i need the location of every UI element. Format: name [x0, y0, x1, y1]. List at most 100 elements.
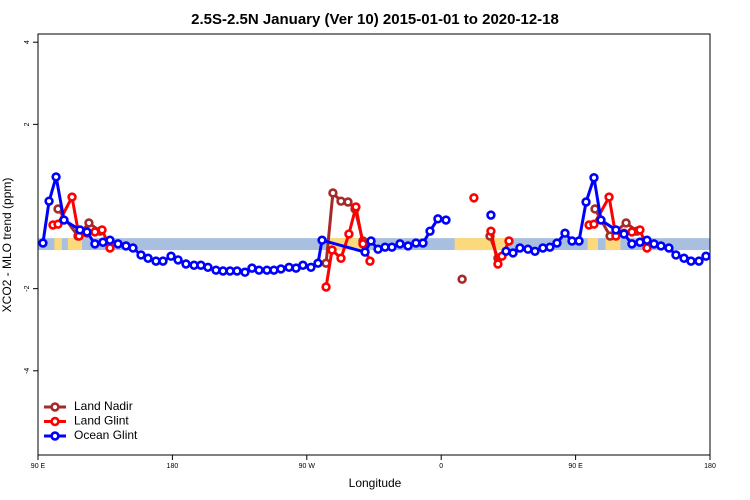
point: [211, 265, 221, 275]
point: [627, 239, 637, 249]
point: [136, 250, 146, 260]
point: [604, 192, 614, 202]
point: [313, 258, 323, 268]
point: [441, 215, 451, 225]
point: [203, 262, 213, 272]
point: [589, 173, 599, 183]
point: [276, 264, 286, 274]
land-span: [67, 238, 83, 251]
point: [105, 243, 115, 253]
plot-frame: [37, 33, 711, 456]
point: [240, 267, 250, 277]
point: [306, 262, 316, 272]
point: [105, 235, 115, 245]
point: [664, 243, 674, 253]
point: [418, 238, 428, 248]
point: [51, 172, 61, 182]
point: [387, 242, 397, 252]
point: [254, 265, 264, 275]
point: [581, 197, 591, 207]
point: [351, 202, 361, 212]
point: [360, 247, 370, 257]
point: [619, 229, 629, 239]
point: [425, 226, 435, 236]
point: [336, 253, 346, 263]
legend-label: Land Nadir: [74, 399, 133, 413]
point: [90, 227, 100, 237]
point: [67, 192, 77, 202]
point: [82, 227, 92, 237]
point: [38, 238, 48, 248]
point: [574, 236, 584, 246]
point: [158, 256, 168, 266]
point: [366, 236, 376, 246]
point: [589, 219, 599, 229]
point: [701, 251, 711, 261]
point: [59, 215, 69, 225]
point: [343, 197, 353, 207]
point: [635, 225, 645, 235]
point: [44, 196, 54, 206]
point: [365, 256, 375, 266]
point: [656, 241, 666, 251]
point: [504, 236, 514, 246]
point: [508, 248, 518, 258]
point: [560, 228, 570, 238]
point: [317, 235, 327, 245]
point: [642, 243, 652, 253]
point: [128, 243, 138, 253]
point: [358, 239, 368, 249]
point: [90, 239, 100, 249]
point: [686, 256, 696, 266]
point: [627, 227, 637, 237]
point: [596, 215, 606, 225]
x-tick-label: 180: [704, 463, 716, 470]
point: [486, 226, 496, 236]
y-tick-label: 2: [24, 122, 31, 126]
land-span: [454, 238, 506, 251]
x-axis-label: Longitude: [349, 476, 402, 490]
point: [336, 196, 346, 206]
y-axis-label: XCO2 - MLO trend (ppm): [0, 178, 14, 313]
land-span: [54, 238, 62, 251]
point: [166, 251, 176, 261]
point: [84, 218, 94, 228]
point: [457, 274, 467, 284]
point: [298, 260, 308, 270]
point: [538, 243, 548, 253]
point: [232, 266, 242, 276]
legend-label: Land Glint: [74, 414, 129, 428]
point: [403, 241, 413, 251]
land-span: [327, 238, 369, 251]
point: [545, 242, 555, 252]
x-tick-label: 180: [167, 463, 179, 470]
point: [530, 246, 540, 256]
point: [621, 218, 631, 228]
point: [552, 238, 562, 248]
legend-marker: [50, 431, 60, 441]
x-tick-label: 90 W: [299, 463, 316, 470]
y-tick-label: 4: [24, 40, 31, 44]
point: [173, 255, 183, 265]
point: [611, 225, 621, 235]
land-span: [587, 238, 598, 251]
point: [671, 250, 681, 260]
point: [97, 225, 107, 235]
legend-label: Ocean Glint: [74, 428, 138, 442]
point: [53, 219, 63, 229]
point: [284, 262, 294, 272]
y-tick-label: -4: [24, 368, 31, 374]
point: [642, 235, 652, 245]
point: [181, 259, 191, 269]
y-tick-label: -2: [24, 285, 31, 291]
point: [327, 245, 337, 255]
point: [113, 239, 123, 249]
point: [395, 239, 405, 249]
legend-marker: [50, 402, 60, 412]
point: [433, 214, 443, 224]
x-tick-label: 0: [439, 463, 443, 470]
land-span: [605, 238, 621, 251]
